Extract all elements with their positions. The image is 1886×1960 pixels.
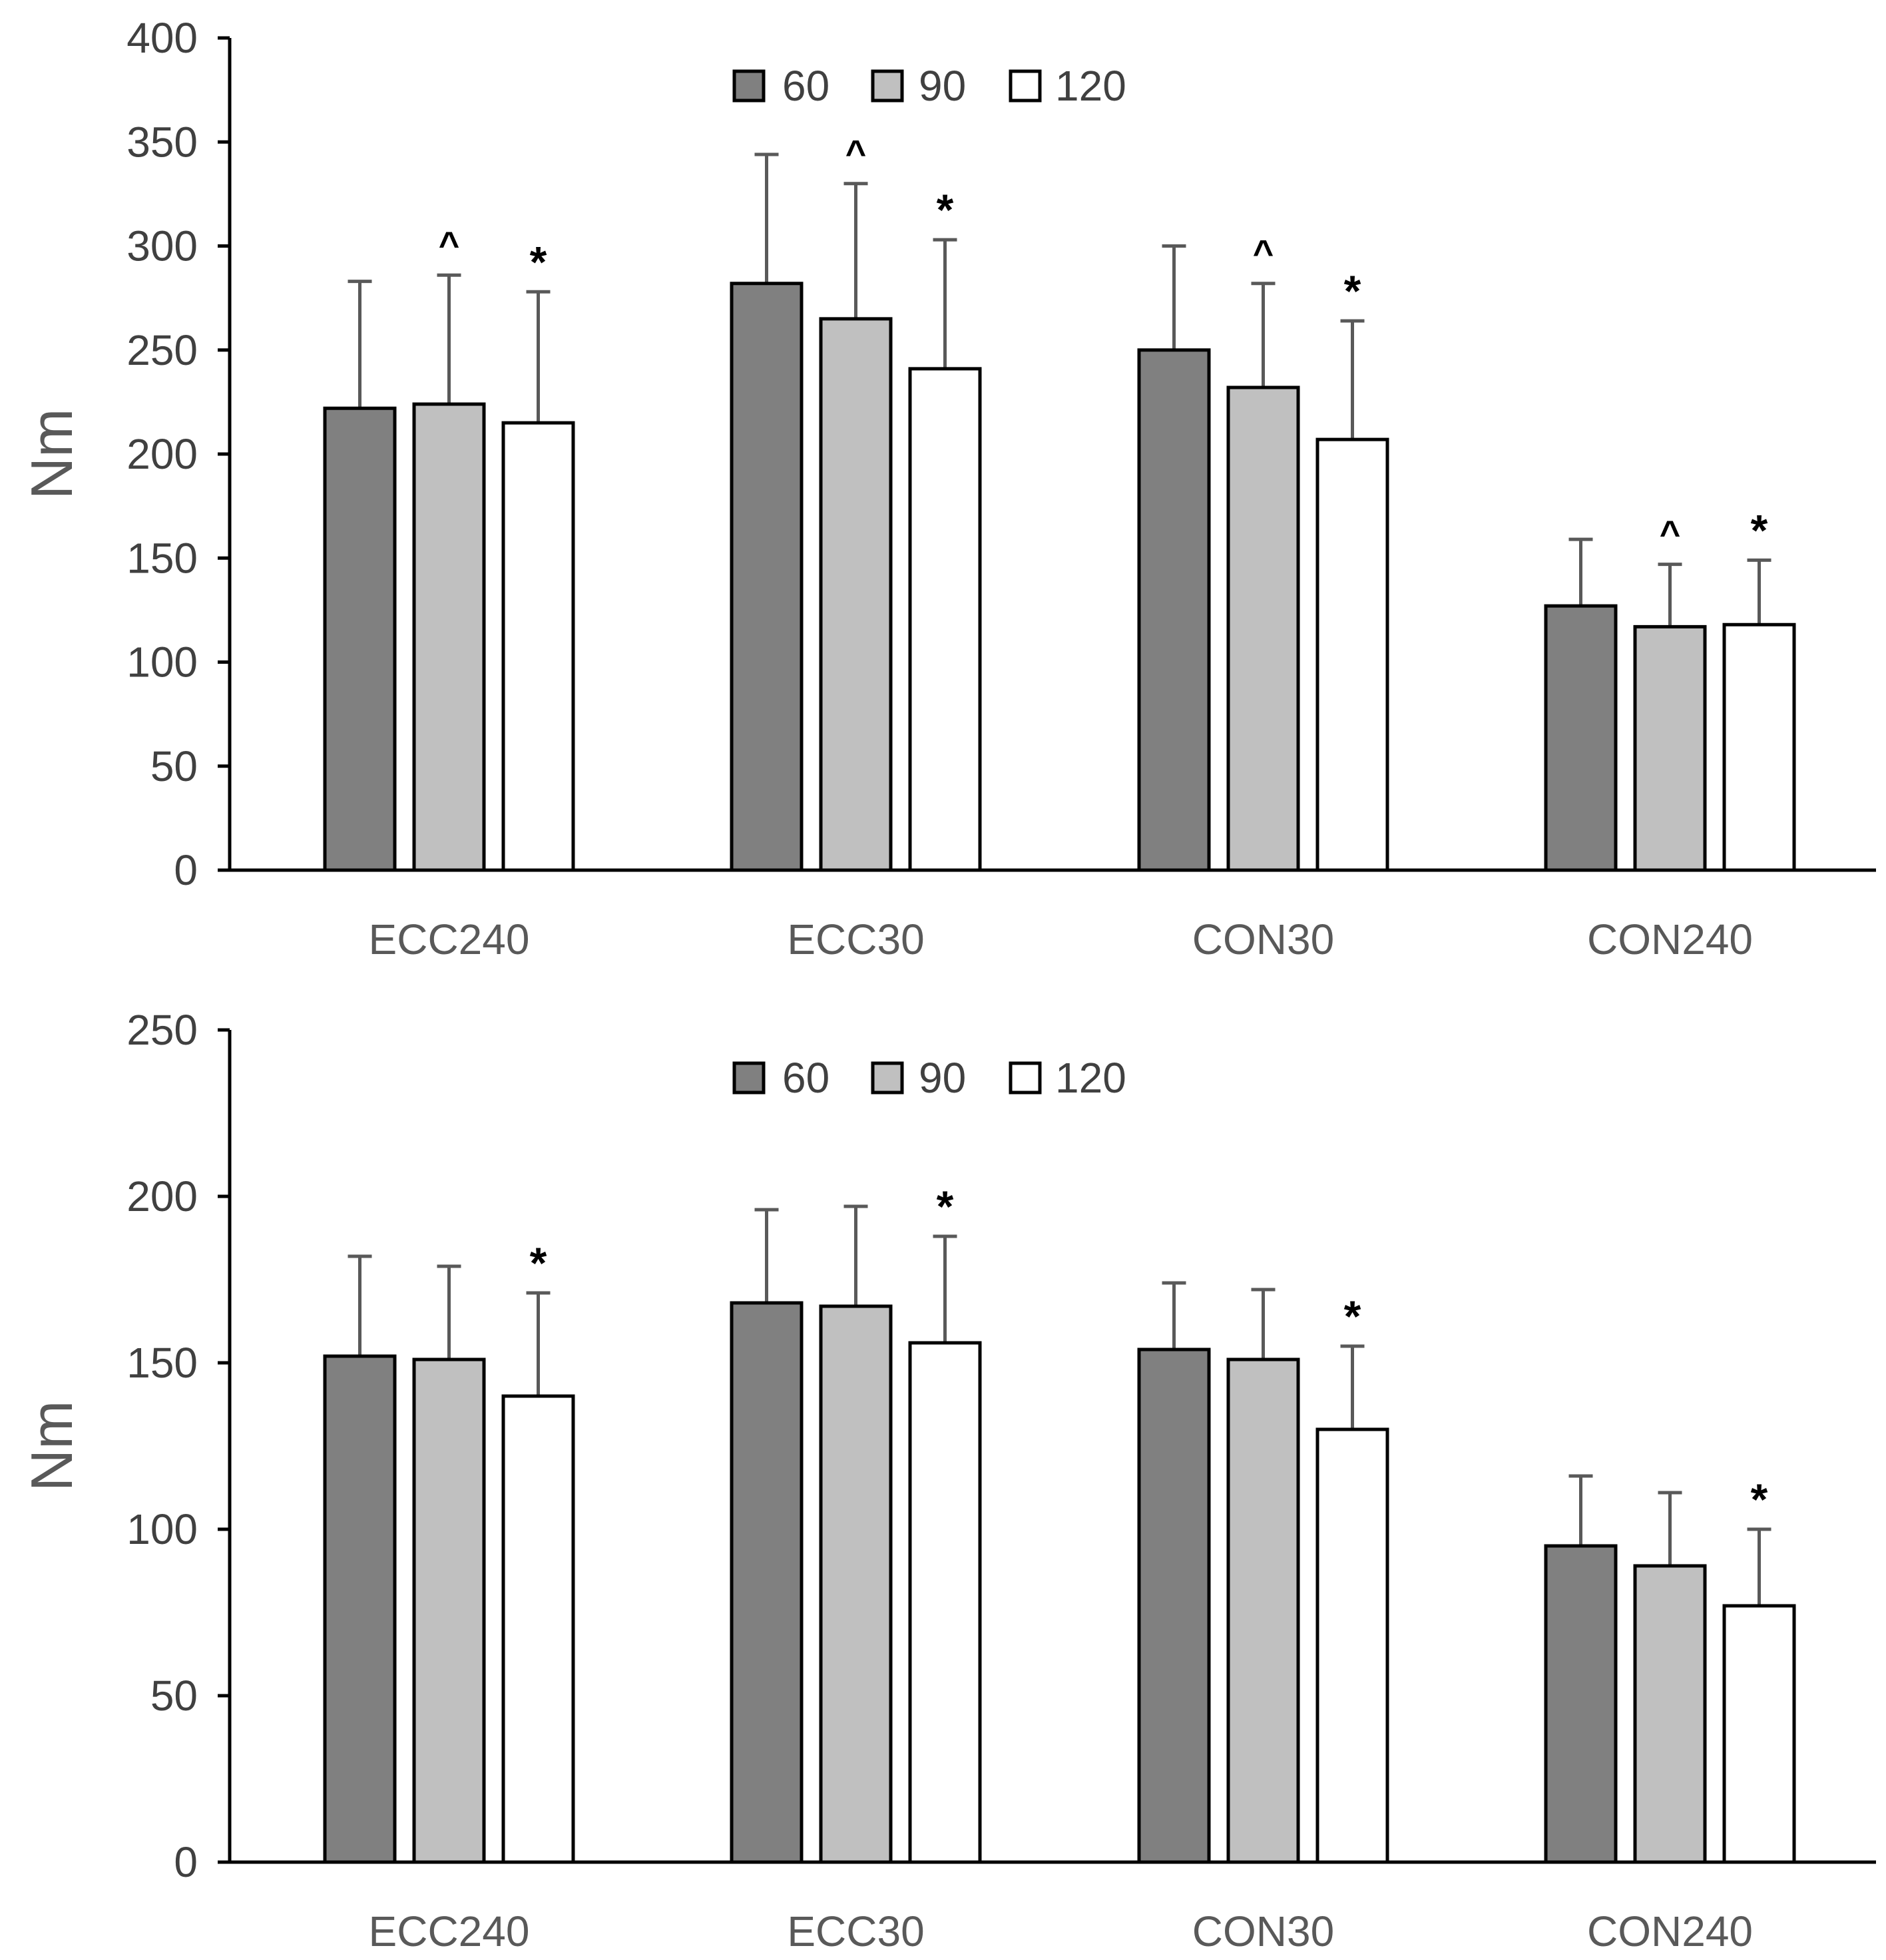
significance-asterisk: * xyxy=(530,1238,547,1288)
x-tick-label: CON240 xyxy=(1587,1907,1753,1955)
bar-con30-120 xyxy=(1315,1427,1389,1864)
bar-con240-120 xyxy=(1722,1604,1796,1864)
bar-con240-60 xyxy=(1544,604,1618,872)
significance-asterisk: * xyxy=(530,237,547,286)
bar-con240-60 xyxy=(1544,1544,1618,1864)
bar-ecc30-120 xyxy=(908,367,982,872)
significance-asterisk: * xyxy=(1344,1292,1361,1341)
y-tick-label: 200 xyxy=(126,430,198,478)
x-tick-label: CON30 xyxy=(1192,1907,1334,1955)
significance-caret: ^ xyxy=(439,224,460,264)
bar-ecc240-90 xyxy=(412,402,486,872)
chart-panel-2: 0 50 100 150 200 250 Nm * ECC240 * ECC30 * CON30 * CON… xyxy=(19,1006,1876,1955)
legend-label-120: 120 xyxy=(1055,1054,1126,1102)
legend-swatch-60 xyxy=(732,1061,766,1095)
bar-ecc240-60 xyxy=(323,406,397,872)
y-tick-label: 150 xyxy=(126,534,198,582)
y-tick-label: 0 xyxy=(174,846,198,894)
y-tick-label: 50 xyxy=(150,742,198,790)
y-tick-label: 400 xyxy=(126,14,198,62)
legend-swatch-90 xyxy=(871,69,904,103)
y-tick-label: 250 xyxy=(126,326,198,374)
legend-label-120: 120 xyxy=(1055,62,1126,110)
bar-ecc30-90 xyxy=(819,1304,893,1864)
significance-asterisk: * xyxy=(1751,505,1768,555)
significance-caret: ^ xyxy=(845,133,867,173)
legend-label-60: 60 xyxy=(782,1054,829,1102)
y-axis-title: Nm xyxy=(19,1401,85,1492)
y-axis-title: Nm xyxy=(19,409,85,500)
x-tick-label: ECC240 xyxy=(369,915,530,963)
bar-ecc240-60 xyxy=(323,1354,397,1864)
significance-asterisk: * xyxy=(937,1182,954,1231)
bar-con30-60 xyxy=(1137,348,1211,872)
y-tick-label: 200 xyxy=(126,1172,198,1220)
x-tick-label: ECC30 xyxy=(787,1907,924,1955)
y-tick-label: 300 xyxy=(126,222,198,270)
x-tick-label: CON30 xyxy=(1192,915,1334,963)
significance-caret: ^ xyxy=(1253,233,1274,273)
x-tick-label: CON240 xyxy=(1587,915,1753,963)
y-tick-label: 350 xyxy=(126,118,198,166)
legend-swatch-60 xyxy=(732,69,766,103)
significance-asterisk: * xyxy=(937,185,954,234)
legend-swatch-120 xyxy=(1009,69,1042,103)
significance-asterisk: * xyxy=(1344,266,1361,316)
y-tick-label: 0 xyxy=(174,1838,198,1886)
legend-swatch-90 xyxy=(871,1061,904,1095)
bar-ecc240-90 xyxy=(412,1357,486,1864)
bar-ecc240-120 xyxy=(501,1394,575,1864)
chart-panel-1: 0 50 100 150 200 250 300 350 400 Nm ^ * ECC240 ^ * ECC3… xyxy=(19,14,1876,963)
bar-con240-90 xyxy=(1633,624,1707,872)
x-tick-label: ECC30 xyxy=(787,915,924,963)
significance-caret: ^ xyxy=(1660,514,1681,554)
bar-ecc30-90 xyxy=(819,317,893,872)
legend-swatch-120 xyxy=(1009,1061,1042,1095)
bar-ecc30-60 xyxy=(730,1301,804,1864)
y-tick-label: 250 xyxy=(126,1006,198,1054)
y-tick-label: 150 xyxy=(126,1339,198,1387)
bar-con240-120 xyxy=(1722,622,1796,872)
bar-con30-60 xyxy=(1137,1348,1211,1864)
bar-con30-90 xyxy=(1226,1357,1300,1864)
legend-label-60: 60 xyxy=(782,62,829,110)
bar-ecc30-120 xyxy=(908,1341,982,1864)
bar-con240-90 xyxy=(1633,1564,1707,1864)
legend-label-90: 90 xyxy=(919,62,966,110)
y-tick-label: 100 xyxy=(126,638,198,686)
bar-con30-90 xyxy=(1226,385,1300,872)
y-tick-label: 50 xyxy=(150,1672,198,1720)
x-tick-label: ECC240 xyxy=(369,1907,530,1955)
y-tick-label: 100 xyxy=(126,1505,198,1553)
bar-ecc30-60 xyxy=(730,282,804,872)
legend-label-90: 90 xyxy=(919,1054,966,1102)
bar-ecc240-120 xyxy=(501,421,575,872)
significance-asterisk: * xyxy=(1751,1475,1768,1524)
bar-con30-120 xyxy=(1315,437,1389,872)
